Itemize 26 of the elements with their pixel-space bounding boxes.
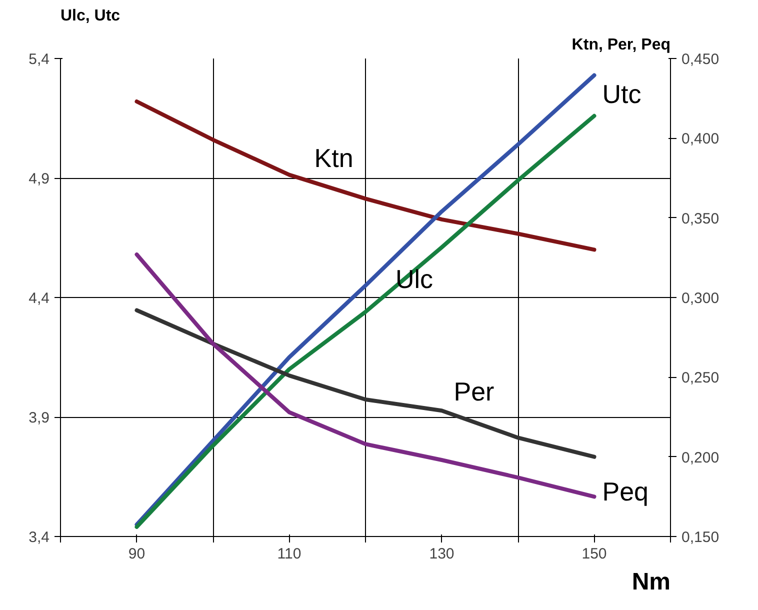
y2-axis-title: Ktn, Per, Peq [572,36,671,54]
y2-tick-label: 0,250 [682,370,720,387]
x-tick-label: 110 [277,546,302,562]
y2-tick-label: 0,200 [682,449,720,466]
y2-tick-label: 0,400 [682,130,720,148]
y-tick-label: 4,9 [28,170,50,188]
x-tick-label: 150 [582,546,607,562]
y2-tick-label: 0,150 [682,529,720,546]
line-series [134,252,596,499]
y-tick-label: 5,4 [28,51,50,68]
y-tick-label: 3,9 [28,410,50,426]
x-tick-label: 130 [429,546,454,562]
y-tick-label: 4,4 [28,290,50,307]
y2-tick-label: 0,450 [682,51,720,68]
y2-tick-label: 0,350 [682,210,720,228]
x-tick-label: 90 [128,546,146,562]
y-tick-label: 3,4 [28,529,50,546]
series-label: Peq [602,476,649,507]
line-series [134,100,596,252]
series-label: Utc [602,79,642,110]
x-axis-title: Nm [632,568,670,596]
series-label: Per [454,376,495,407]
series-label: Ktn [314,142,354,173]
y-axis-title: Ulc, Utc [60,8,120,24]
y2-tick-label: 0,300 [682,290,720,307]
line-series [134,308,596,459]
